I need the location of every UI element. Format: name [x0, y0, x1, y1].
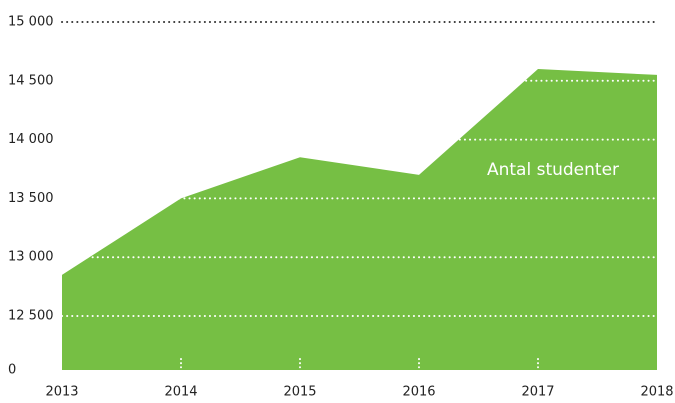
y-tick-label: 14 500	[8, 73, 54, 88]
area	[62, 69, 657, 370]
y-tick-label: 12 500	[8, 309, 54, 324]
x-tick-label: 2017	[521, 385, 554, 400]
y-tick-label: 15 000	[8, 15, 54, 30]
y-tick-label: 14 000	[8, 132, 54, 147]
series-label: Antal studenter	[487, 160, 619, 180]
x-tick-label: 2016	[402, 385, 435, 400]
x-tick-label: 2015	[283, 385, 316, 400]
x-tick-label: 2013	[45, 385, 78, 400]
x-tick-label: 2014	[164, 385, 197, 400]
y-tick-label: 13 000	[8, 250, 54, 265]
x-tick-label: 2018	[640, 385, 673, 400]
y-tick-label: 13 500	[8, 191, 54, 206]
y-tick-label: 0	[8, 363, 16, 378]
